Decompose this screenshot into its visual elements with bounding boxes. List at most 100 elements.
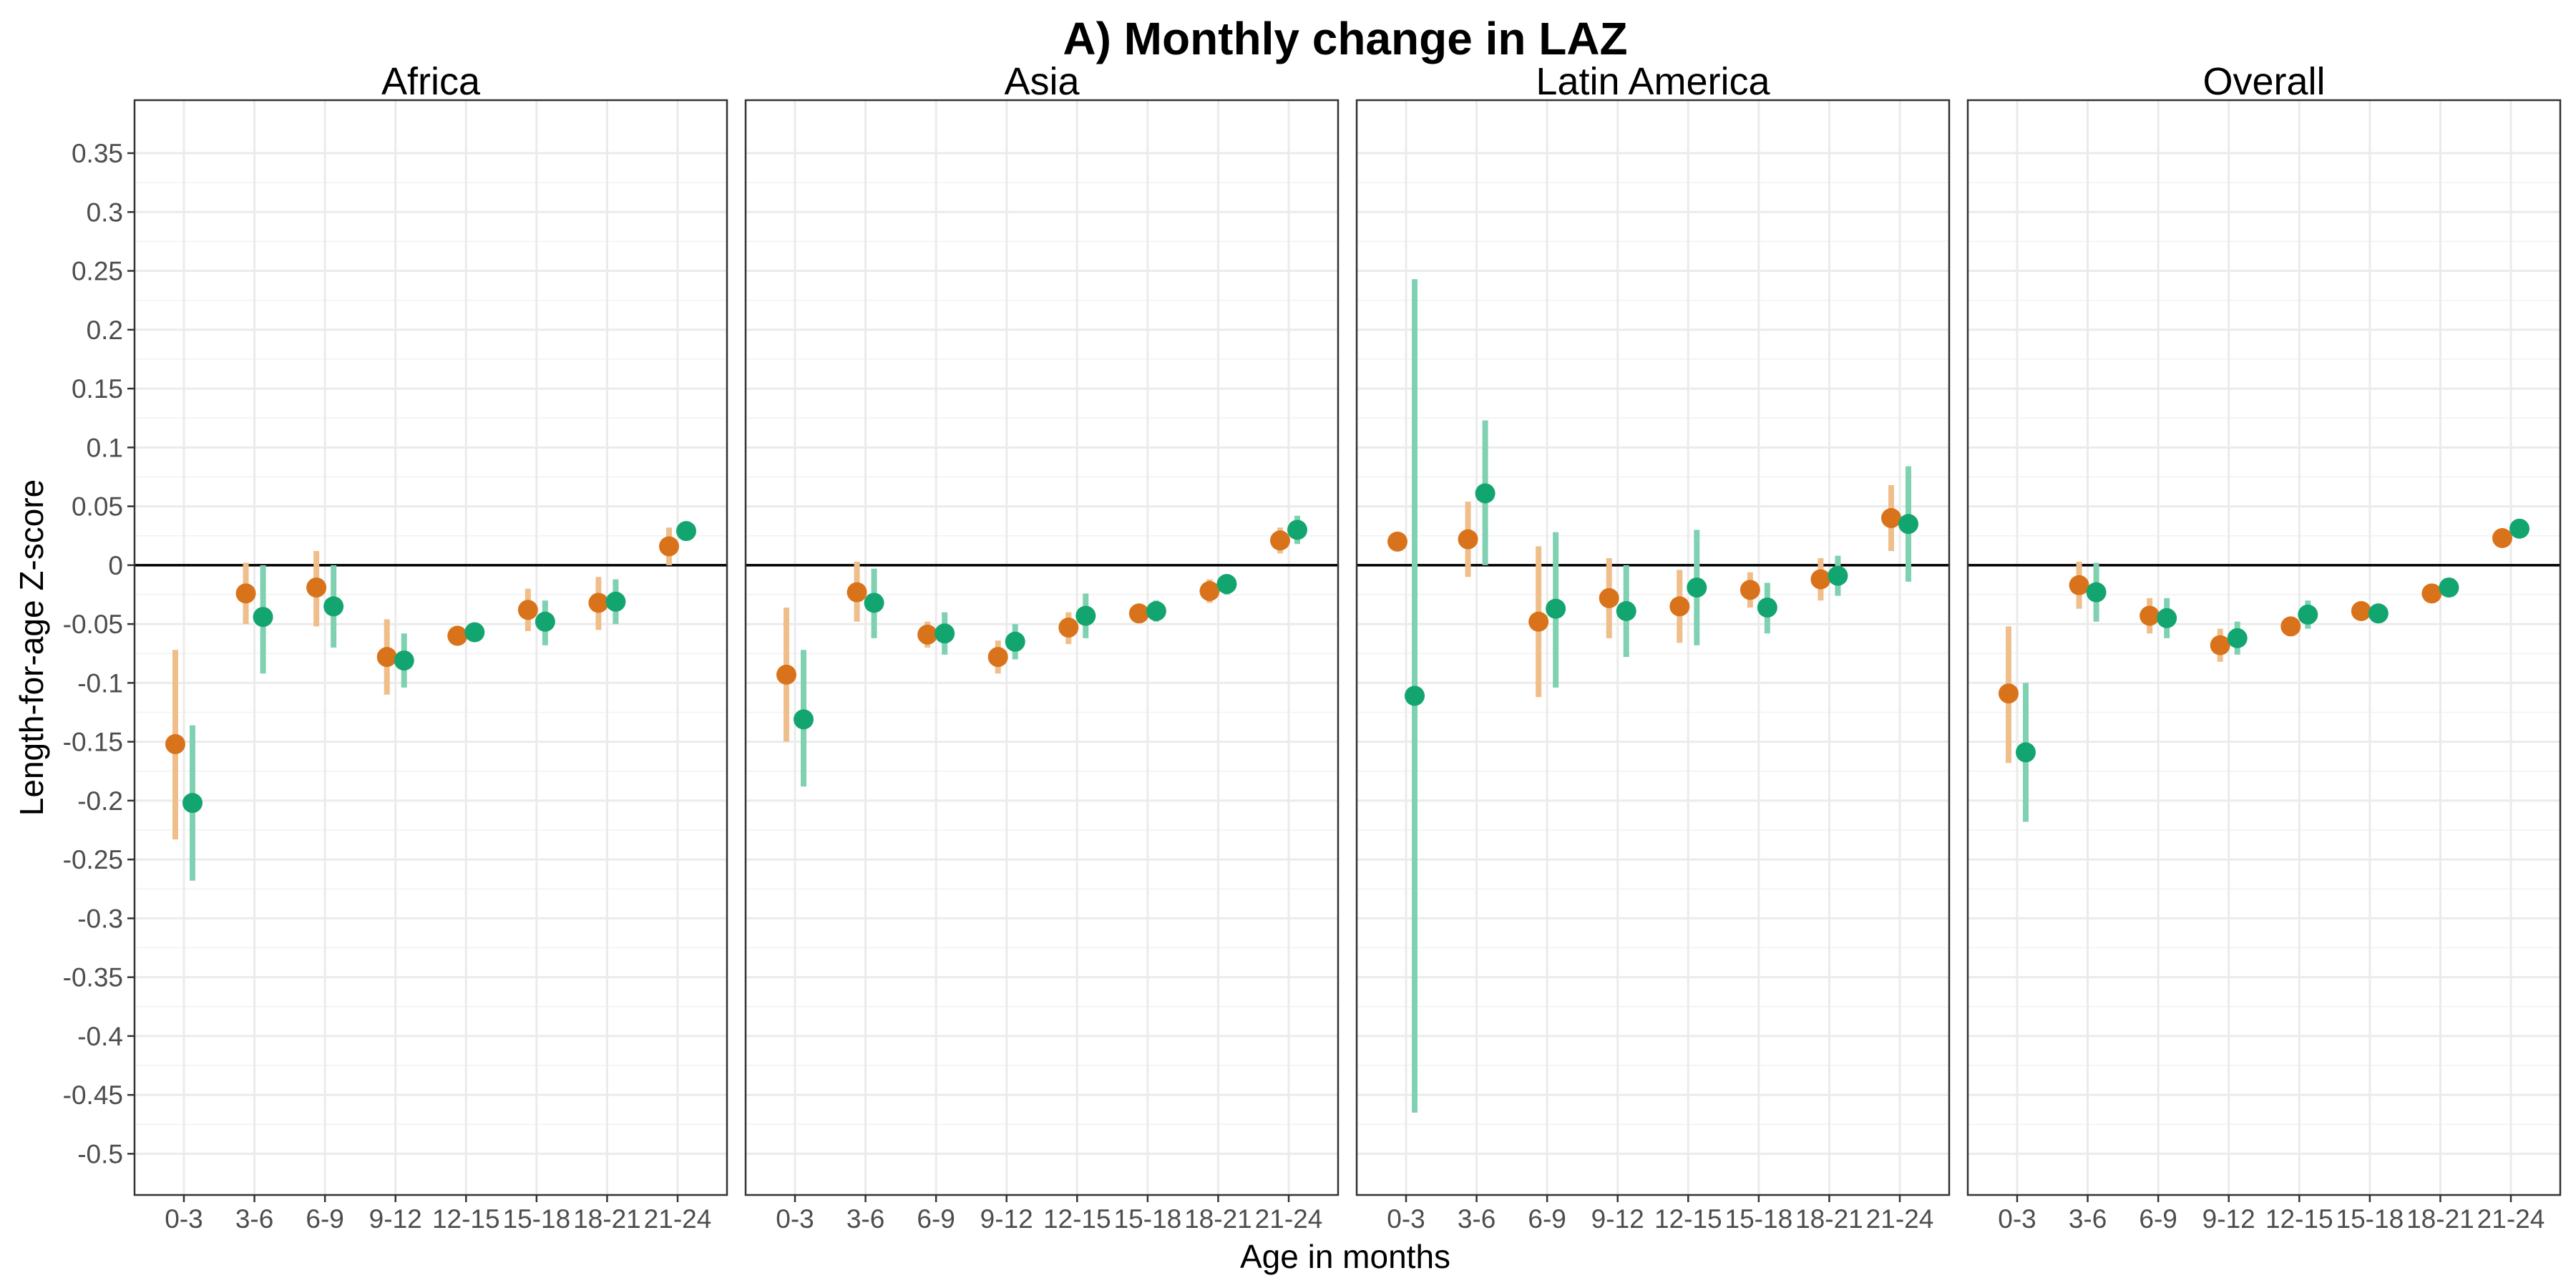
y-tick-label: -0.35 — [63, 963, 123, 992]
x-tick-label: 6-9 — [306, 1204, 343, 1234]
orange-point — [1740, 580, 1760, 600]
y-axis-ticks: 0.35 0.3 0.25 0.2 0.15 0.1 0.05 0 -0.05 -0.1 -0.15… — [63, 139, 135, 1169]
y-tick-label: 0.3 — [87, 197, 123, 227]
x-tick-label: 9-12 — [369, 1204, 422, 1234]
green-point — [323, 596, 344, 617]
y-tick-label: -0.1 — [77, 668, 123, 698]
orange-point — [2140, 605, 2160, 626]
x-tick-label: 3-6 — [847, 1204, 884, 1234]
facet-strip-label: Asia — [1004, 60, 1080, 103]
chart-title: A) Monthly change in LAZ — [1063, 13, 1627, 64]
orange-point — [847, 582, 867, 602]
green-point — [605, 591, 626, 612]
x-tick-label: 15-18 — [2336, 1204, 2404, 1234]
x-tick-label: 12-15 — [2265, 1204, 2333, 1234]
green-point — [2509, 518, 2529, 539]
y-tick-label: -0.05 — [63, 610, 123, 639]
x-axis-title: Age in months — [1240, 1238, 1450, 1275]
green-point — [794, 709, 814, 730]
green-point — [2016, 742, 2036, 763]
panel-border — [133, 99, 728, 1196]
green-point — [1828, 565, 1848, 586]
orange-point — [1999, 683, 2019, 704]
green-point — [1687, 577, 1707, 598]
x-tick-label: 3-6 — [235, 1204, 273, 1234]
y-tick-label: 0 — [108, 551, 123, 580]
x-tick-label: 15-18 — [503, 1204, 571, 1234]
orange-point — [1669, 596, 1690, 617]
x-tick-label: 18-21 — [1184, 1204, 1252, 1234]
green-point — [1146, 601, 1166, 621]
green-point — [1005, 631, 1025, 652]
green-point — [394, 650, 414, 671]
green-point — [182, 793, 203, 814]
y-tick-label: 0.05 — [72, 492, 123, 522]
x-tick-label: 21-24 — [2477, 1204, 2545, 1234]
green-point — [1616, 601, 1636, 621]
panel-border — [1355, 99, 1951, 1196]
orange-point — [1599, 587, 1619, 608]
green-point — [1757, 597, 1777, 618]
orange-point — [517, 600, 538, 620]
green-point — [1216, 574, 1237, 595]
facet-strip-label: Overall — [2202, 60, 2325, 103]
x-tick-label: 15-18 — [1725, 1204, 1793, 1234]
orange-point — [776, 664, 796, 685]
y-tick-label: -0.3 — [77, 904, 123, 933]
green-point — [676, 521, 696, 542]
panel-border — [744, 99, 1340, 1196]
y-tick-label: -0.5 — [77, 1139, 123, 1169]
y-tick-label: 0.25 — [72, 257, 123, 286]
x-tick-label: 18-21 — [2406, 1204, 2474, 1234]
x-tick-label: 18-21 — [573, 1204, 641, 1234]
y-tick-label: -0.2 — [77, 786, 123, 816]
orange-point — [1528, 611, 1549, 632]
green-point — [1475, 483, 1496, 504]
x-tick-label: 0-3 — [165, 1204, 203, 1234]
x-tick-label: 3-6 — [2069, 1204, 2107, 1234]
y-tick-label: -0.4 — [77, 1022, 123, 1051]
orange-point — [917, 624, 938, 645]
y-tick-label: 0.35 — [72, 139, 123, 168]
orange-point — [2492, 528, 2512, 548]
green-point — [1287, 519, 1307, 540]
x-tick-label: 9-12 — [2202, 1204, 2255, 1234]
facet-strip-label: Africa — [381, 60, 481, 103]
orange-point — [2351, 601, 2371, 621]
x-tick-label: 21-24 — [644, 1204, 712, 1234]
panel-asia: Asia 0-3 3-6 6-9 9-12 12-15 15-18 18-21 21-24 — [744, 60, 1340, 1234]
green-point — [1075, 605, 1096, 626]
y-tick-label: -0.45 — [63, 1080, 123, 1110]
x-tick-label: 18-21 — [1795, 1204, 1863, 1234]
y-axis-title: Length-for-age Z-score — [13, 479, 50, 816]
orange-point — [376, 647, 397, 668]
green-point — [464, 622, 485, 643]
orange-point — [1270, 530, 1290, 551]
orange-point — [987, 647, 1008, 668]
x-tick-label: 0-3 — [776, 1204, 814, 1234]
orange-point — [2421, 583, 2442, 604]
orange-point — [1058, 618, 1079, 638]
x-tick-label: 6-9 — [917, 1204, 955, 1234]
x-tick-label: 12-15 — [432, 1204, 500, 1234]
orange-point — [1458, 529, 1478, 550]
orange-point — [235, 583, 256, 604]
orange-point — [659, 536, 679, 557]
x-tick-label: 0-3 — [1998, 1204, 2036, 1234]
green-point — [1546, 598, 1566, 619]
y-tick-label: 0.15 — [72, 374, 123, 404]
x-tick-label: 0-3 — [1387, 1204, 1425, 1234]
orange-point — [1387, 531, 1407, 552]
green-point — [864, 592, 884, 613]
x-tick-label: 12-15 — [1043, 1204, 1111, 1234]
green-point — [253, 607, 273, 628]
x-tick-label: 21-24 — [1255, 1204, 1323, 1234]
x-tick-label: 3-6 — [1458, 1204, 1496, 1234]
orange-point — [2280, 616, 2301, 637]
panel-overall: Overall 0-3 3-6 6-9 9-12 12-15 15-18 18-21 21-24 — [1966, 60, 2562, 1234]
orange-point — [1881, 508, 1901, 529]
y-tick-label: -0.15 — [63, 728, 123, 757]
orange-point — [2069, 575, 2089, 595]
